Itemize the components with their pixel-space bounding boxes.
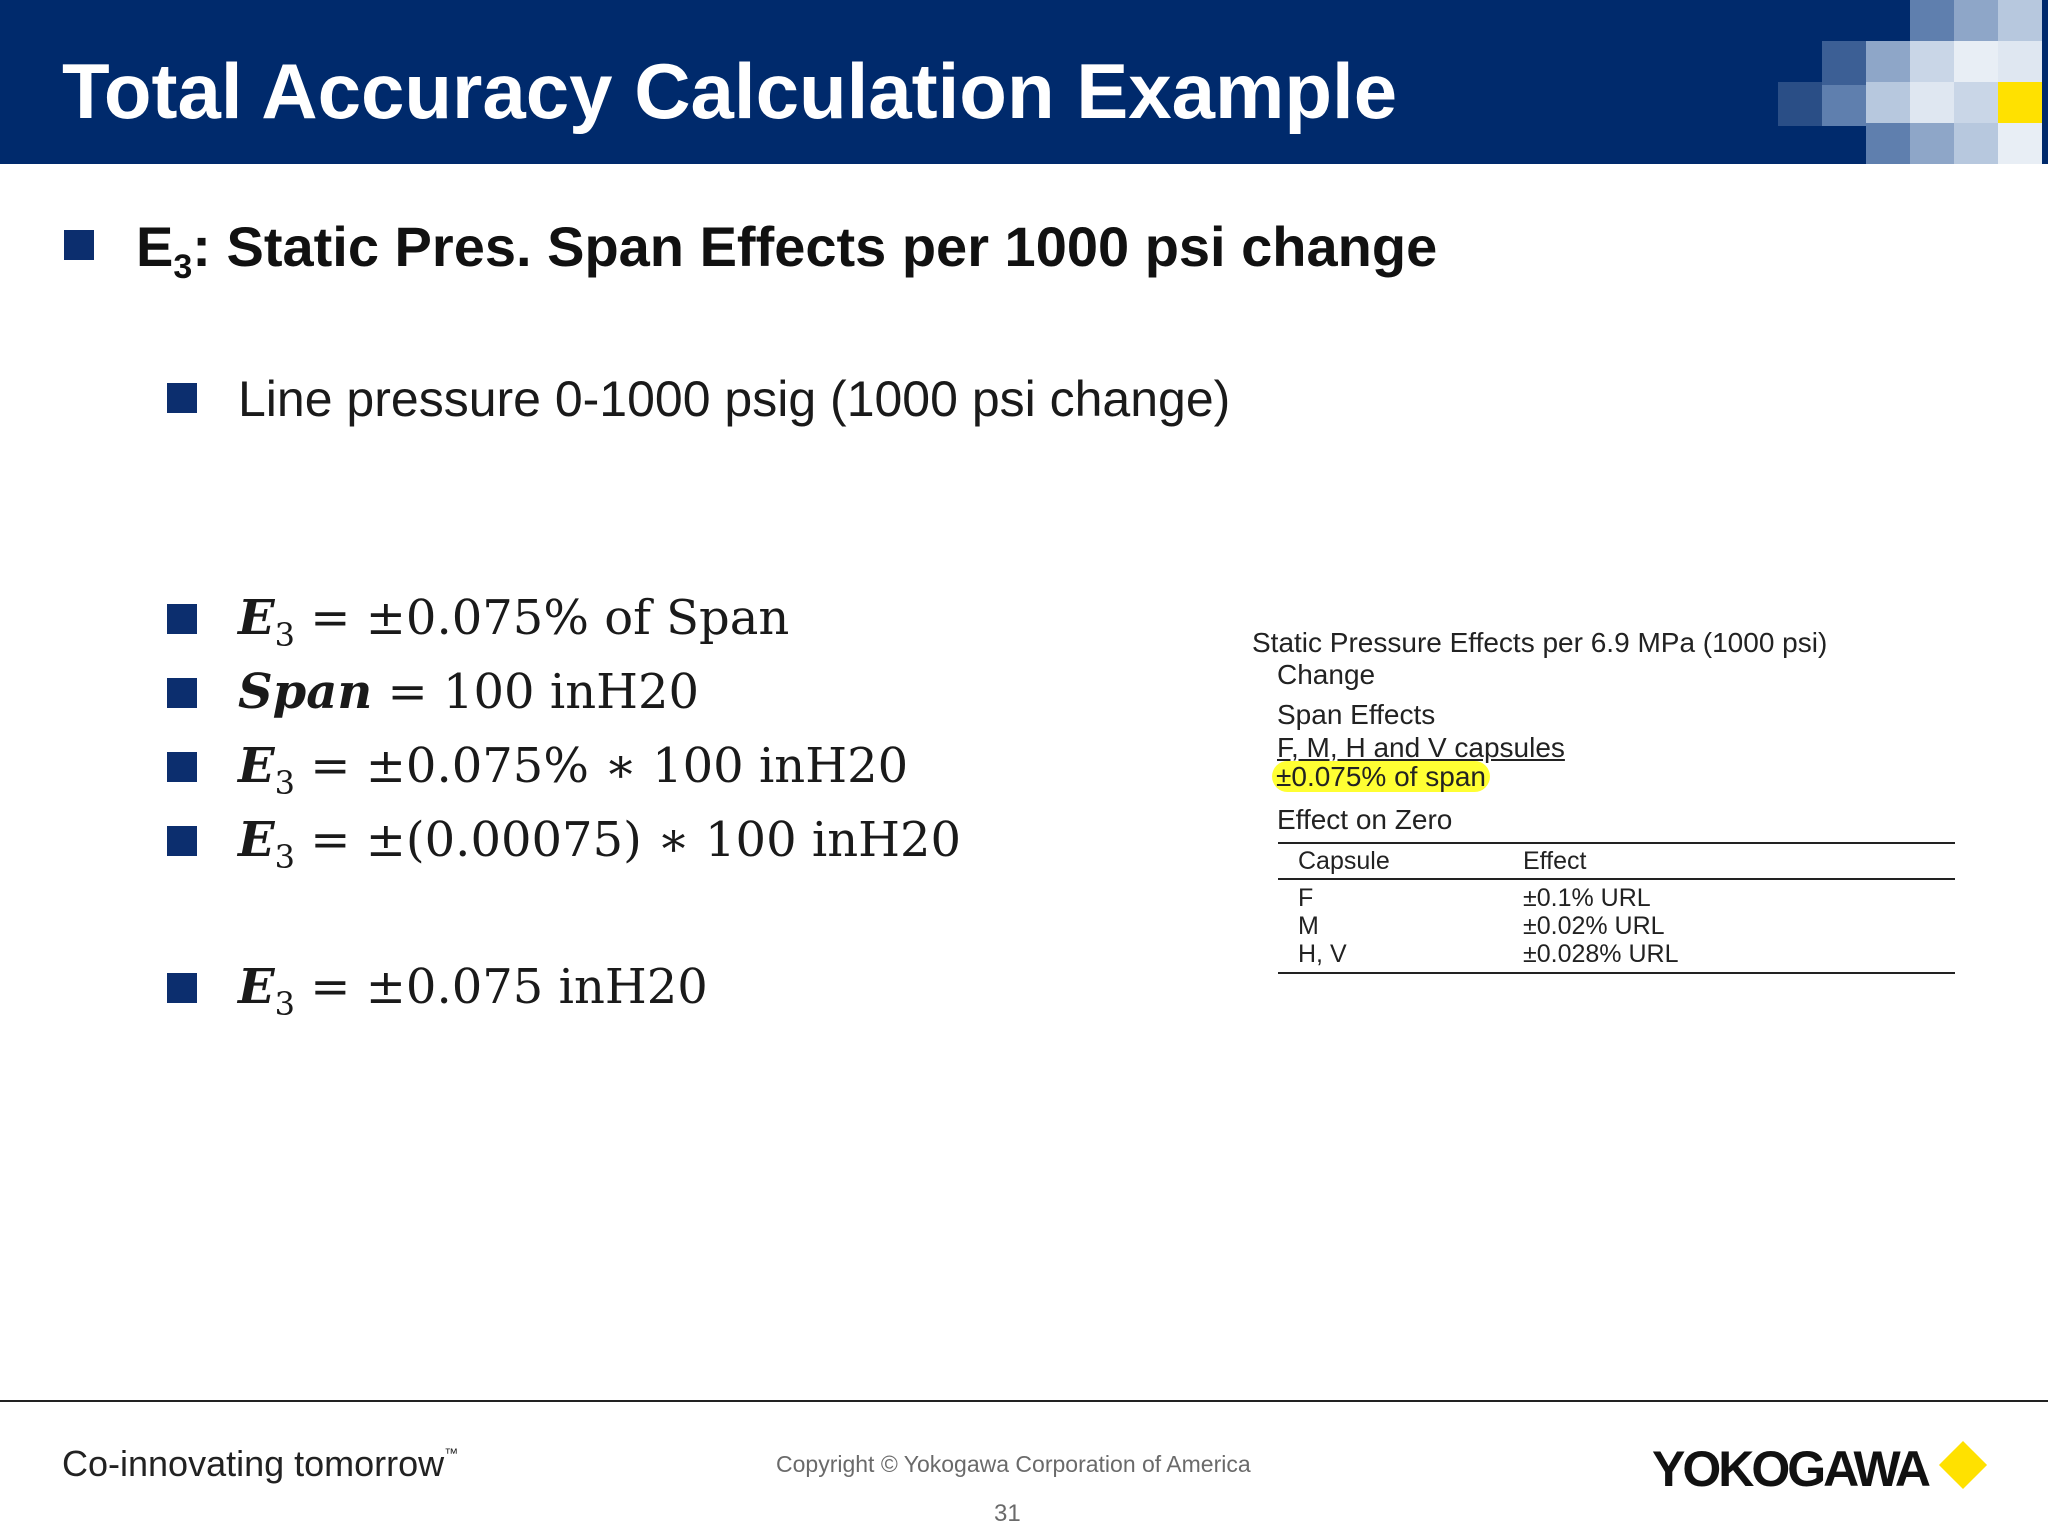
spec-title-cont: Change [1277, 659, 1376, 690]
bullet-square [167, 383, 197, 413]
equation-4: E3 = ±(0.00075) ∗ 100 inH20 [238, 812, 961, 876]
title-bar: Total Accuracy Calculation Example [0, 0, 2048, 164]
table-cell: ±0.1% URL [1523, 884, 1651, 912]
table-header-effect: Effect [1523, 847, 1587, 875]
footer-tagline: Co-innovating tomorrow™ [62, 1443, 458, 1485]
table-cell: ±0.028% URL [1523, 940, 1679, 968]
highlight-mark: ±0.075% of span [1272, 761, 1490, 792]
decorative-tile-mosaic [1778, 0, 2048, 164]
heading-prefix: E [136, 215, 174, 278]
line-pressure-text: Line pressure 0-1000 psig (1000 psi chan… [238, 371, 1231, 427]
page-number: 31 [994, 1500, 1021, 1527]
capsules-label: F, M, H and V capsules [1277, 732, 1565, 763]
footer-divider [0, 1400, 2048, 1402]
equation-lhs-sub: 3 [274, 616, 295, 654]
effect-on-zero-label: Effect on Zero [1277, 804, 1453, 835]
bullet-square [167, 678, 197, 708]
spec-title: Static Pressure Effects per 6.9 MPa (100… [1252, 627, 1828, 658]
slide-title: Total Accuracy Calculation Example [62, 47, 1398, 135]
footer-copyright: Copyright © Yokogawa Corporation of Amer… [776, 1451, 1251, 1477]
equation-lhs: Span [238, 664, 373, 720]
equation-1: E3 = ±0.075% of Span [238, 590, 789, 654]
equation-lhs: E [238, 812, 275, 868]
heading-subscript: 3 [173, 248, 193, 287]
span-effects-label: Span Effects [1277, 699, 1436, 730]
table-cell: H, V [1298, 940, 1347, 968]
bullet-square [167, 973, 197, 1003]
equation-2: Span = 100 inH20 [238, 664, 699, 728]
table-header-capsule: Capsule [1298, 847, 1390, 875]
yokogawa-logo: YOKOGAWA [1652, 1441, 1931, 1497]
heading-text: : Static Pres. Span Effects per 1000 psi… [192, 215, 1438, 278]
bullet-square [64, 230, 94, 260]
table-bottom-rule [1278, 972, 1955, 974]
equation-rhs: = ±(0.00075) ∗ 100 inH20 [310, 812, 962, 868]
table-cell: F [1298, 884, 1314, 912]
equation-lhs: E [238, 590, 275, 646]
table-top-rule [1278, 842, 1955, 844]
logo-diamond-icon [1938, 1440, 1988, 1490]
equation-result: E3 = ±0.075 inH20 [238, 959, 708, 1023]
equation-rhs: = ±0.075% ∗ 100 inH20 [310, 738, 909, 794]
equation-rhs: = ±0.075 inH20 [310, 959, 708, 1015]
heading-e3: E3: Static Pres. Span Effects per 1000 p… [136, 214, 1437, 287]
table-header-rule [1278, 878, 1955, 880]
tagline-text: Co-innovating tomorrow [62, 1443, 445, 1484]
equation-lhs-sub: 3 [274, 764, 295, 802]
bullet-square [167, 826, 197, 856]
table-cell: M [1298, 912, 1319, 940]
table-cell: ±0.02% URL [1523, 912, 1665, 940]
bullet-square [167, 604, 197, 634]
bullet-square [167, 752, 197, 782]
equation-lhs: E [238, 738, 275, 794]
equation-lhs: E [238, 959, 275, 1015]
equation-rhs: = ±0.075% of Span [310, 590, 790, 646]
trademark-mark: ™ [444, 1445, 459, 1461]
span-effect-highlight: ±0.075% of span [1272, 761, 1490, 793]
equation-lhs-sub: 3 [274, 985, 295, 1023]
equation-lhs-sub: 3 [274, 838, 295, 876]
equation-rhs: = 100 inH20 [387, 664, 700, 720]
equation-3: E3 = ±0.075% ∗ 100 inH20 [238, 738, 908, 802]
